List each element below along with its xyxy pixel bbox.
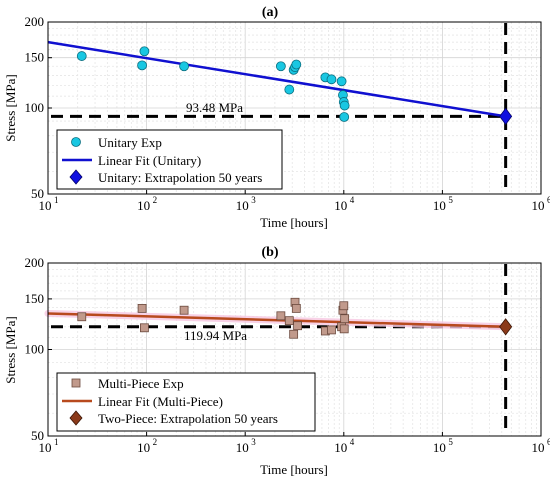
x-tick-label-exponent: 3: [251, 437, 256, 447]
x-tick-label: 10: [236, 198, 249, 213]
y-tick-label: 50: [31, 428, 44, 443]
x-tick-label-exponent: 2: [153, 437, 158, 447]
legend-b-label-exp: Multi-Piece Exp: [98, 376, 184, 391]
x-tick-label-exponent: 5: [448, 437, 453, 447]
data-point: [140, 324, 148, 332]
data-point: [138, 304, 146, 312]
y-tick-label: 200: [25, 255, 45, 270]
x-tick-label: 10: [137, 198, 150, 213]
panel-a-ylabel: Stress [MPa]: [3, 74, 18, 142]
data-point: [340, 302, 348, 310]
data-point: [276, 62, 285, 71]
x-tick-label: 10: [137, 440, 150, 455]
data-point: [340, 113, 349, 122]
data-point: [327, 326, 335, 334]
x-tick-label-exponent: 2: [153, 195, 158, 205]
panel-b-legend: Multi-Piece Exp Linear Fit (Multi-Piece)…: [57, 373, 315, 431]
data-point: [277, 312, 285, 320]
panel-b-xlabel: Time [hours]: [260, 462, 328, 477]
data-point: [77, 52, 86, 61]
x-tick-label-exponent: 1: [54, 195, 59, 205]
panel-a-annotation: 93.48 MPa: [186, 100, 243, 115]
data-point: [292, 60, 301, 69]
panel-b-title: (b): [261, 245, 278, 260]
legend-a-label-fit: Linear Fit (Unitary): [98, 153, 201, 168]
data-point: [340, 101, 349, 110]
panel-b-ylabel: Stress [MPa]: [3, 316, 18, 384]
y-tick-label: 100: [25, 342, 45, 357]
data-point: [180, 306, 188, 314]
x-tick-label-exponent: 4: [350, 195, 355, 205]
x-tick-label: 10: [433, 198, 446, 213]
data-point: [341, 315, 349, 323]
data-point: [140, 47, 149, 56]
legend-a-label-exp: Unitary Exp: [98, 135, 162, 150]
x-tick-label: 10: [532, 198, 545, 213]
x-tick-label-exponent: 5: [448, 195, 453, 205]
legend-a-marker-exp: [72, 138, 81, 147]
y-tick-label: 150: [25, 50, 45, 65]
data-point: [292, 304, 300, 312]
panel-a-legend: Unitary Exp Linear Fit (Unitary) Unitary…: [57, 130, 282, 189]
x-tick-label: 10: [334, 198, 347, 213]
x-tick-label: 10: [433, 440, 446, 455]
data-point: [180, 62, 189, 71]
data-point: [285, 85, 294, 94]
panel-a-title: (a): [262, 5, 279, 20]
data-point: [285, 317, 293, 325]
data-point: [294, 322, 302, 330]
panel-a-xlabel: Time [hours]: [260, 215, 328, 230]
legend-b-label-fit: Linear Fit (Multi-Piece): [98, 394, 223, 409]
legend-b-marker-exp: [72, 379, 80, 387]
y-tick-label: 50: [31, 186, 44, 201]
data-point: [290, 330, 298, 338]
y-tick-label: 150: [25, 291, 45, 306]
x-tick-label-exponent: 3: [251, 195, 256, 205]
x-tick-label: 10: [532, 440, 545, 455]
data-point: [327, 75, 336, 84]
x-tick-label: 10: [334, 440, 347, 455]
data-point: [340, 325, 348, 333]
legend-b-label-extrap: Two-Piece: Extrapolation 50 years: [98, 411, 278, 426]
panel-b-annotation: 119.94 MPa: [184, 328, 247, 343]
x-tick-label-exponent: 1: [54, 437, 59, 447]
y-tick-label: 200: [25, 14, 45, 29]
x-tick-label-exponent: 4: [350, 437, 355, 447]
data-point: [138, 61, 147, 70]
x-tick-label: 10: [236, 440, 249, 455]
y-tick-label: 100: [25, 100, 45, 115]
data-point: [337, 77, 346, 86]
legend-a-label-extrap: Unitary: Extrapolation 50 years: [98, 170, 262, 185]
data-point: [78, 313, 86, 321]
